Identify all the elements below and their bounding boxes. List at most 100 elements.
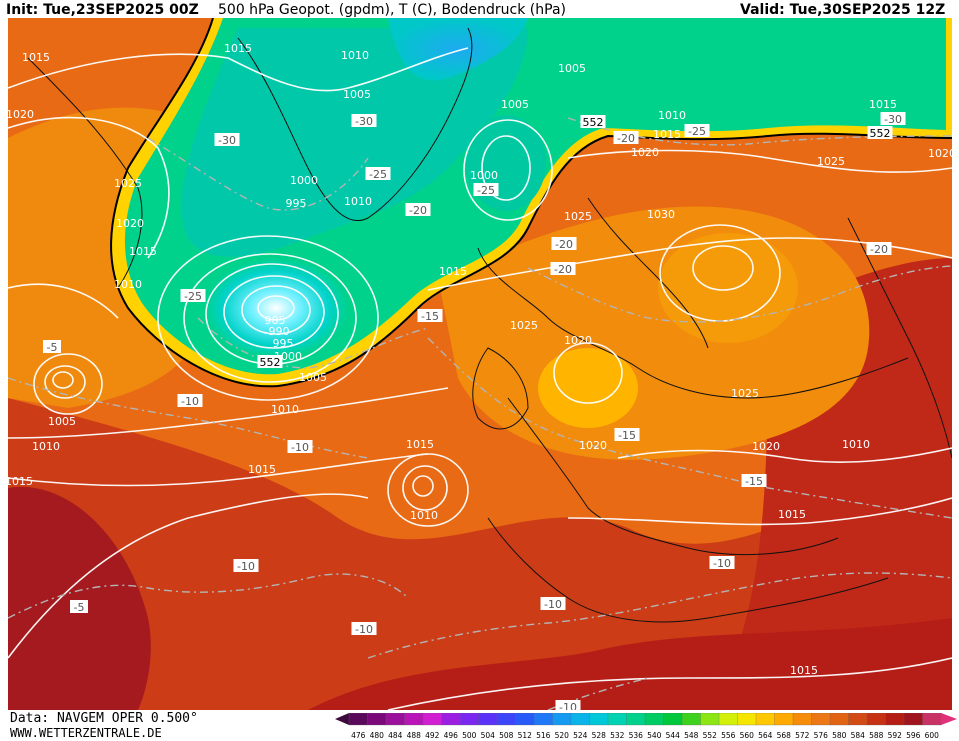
isobars-label: 1015	[439, 265, 467, 278]
temps-label: -30	[355, 115, 373, 128]
scale-swatch	[885, 713, 905, 726]
scale-swatch	[459, 713, 480, 726]
temps-label-bg	[540, 597, 566, 610]
temps-label-bg	[233, 559, 259, 572]
scale-tick-label: 492	[425, 731, 440, 740]
scale-left-arrow	[335, 713, 349, 725]
isobars-label: 1020	[8, 108, 34, 121]
geopot-label-bg	[580, 115, 606, 128]
temps-label-bg	[351, 114, 377, 127]
color-scale: 476 480 484 488 492 496 500 504 508 512 516 520 524 5…	[335, 713, 957, 740]
temps-label: -10	[291, 441, 309, 454]
temps-label: -30	[218, 134, 236, 147]
temps-label-bg	[70, 600, 88, 613]
isobars-label: 1000	[470, 169, 498, 182]
isobars-label: 1020	[631, 146, 659, 159]
coastlines	[27, 27, 952, 623]
temps-label-bg	[287, 440, 313, 453]
isobars-label: 1015	[406, 438, 434, 451]
valid-time-label: Valid: Tue,30SEP2025 12Z	[740, 2, 946, 18]
isobars-label: 1010	[344, 195, 372, 208]
temps-label: -25	[688, 125, 706, 138]
website-label: WWW.WETTERZENTRALE.DE	[10, 726, 162, 740]
temps-label: -5	[47, 341, 58, 354]
isobars-label: 1010	[842, 438, 870, 451]
scale-tick-label: 588	[869, 731, 884, 740]
isobars-label: 1010	[410, 509, 438, 522]
scale-swatch	[663, 713, 683, 726]
temps-label-bg	[43, 340, 61, 353]
temps-label-bg	[550, 262, 576, 275]
scale-swatch	[515, 713, 535, 726]
scale-tick-label: 488	[407, 731, 422, 740]
isobar-lines	[8, 47, 952, 710]
footer: Data: NAVGEM OPER 0.500° WWW.WETTERZENTR…	[0, 710, 959, 741]
scale-swatch	[866, 713, 887, 726]
scale-tick-label: 524	[573, 731, 588, 740]
isobar-labels: 1015 1015 1010 1005 1005 1005 1020 1025 1020 1015…	[8, 42, 952, 677]
scale-tick-label: 540	[647, 731, 662, 740]
temps-label: -25	[369, 168, 387, 181]
temps-label-bg	[709, 556, 735, 569]
scale-swatch	[644, 713, 665, 726]
isobars-label: 1030	[647, 208, 675, 221]
isobars-label: 1005	[558, 62, 586, 75]
temps-label: -20	[554, 263, 572, 276]
scale-swatch	[367, 713, 387, 726]
temps-label-bg	[866, 242, 892, 255]
isobars-label: 1010	[658, 109, 686, 122]
scale-swatch	[404, 713, 424, 726]
scale-tick-label: 596	[906, 731, 921, 740]
scale-tick-label: 576	[814, 731, 829, 740]
south-warm-field	[8, 398, 952, 710]
temps-label-bg	[417, 309, 443, 322]
temps-label: -25	[184, 290, 202, 303]
isobars-label: 1020	[928, 147, 952, 160]
scale-swatch	[681, 713, 702, 726]
scale-swatch	[903, 713, 924, 726]
isobars-label: 1010	[341, 49, 369, 62]
temperature-labels: -30 -30 -25 -25 -20 -25 -20 -25 -30 -20 -20 -20 -15 -…	[43, 112, 906, 710]
isobars-label: 1015	[224, 42, 252, 55]
scale-tick-label: 476	[351, 731, 366, 740]
geopot-label: 552	[583, 116, 604, 129]
data-source-label: Data: NAVGEM OPER 0.500°	[10, 711, 198, 726]
scale-tick-label: 560	[740, 731, 755, 740]
far-south-deep-field	[308, 618, 952, 710]
geopotential-labels: 552 552 552	[257, 115, 893, 369]
isobars-label: 990	[269, 325, 290, 338]
temps-label: -15	[618, 429, 636, 442]
isobars-label: 1020	[579, 439, 607, 452]
temps-label: -10	[181, 395, 199, 408]
scale-swatch	[348, 713, 369, 726]
temps-label: -15	[745, 475, 763, 488]
low-center-field	[204, 258, 348, 358]
temps-label: -10	[713, 557, 731, 570]
temps-label: -10	[355, 623, 373, 636]
isobars-label: 1020	[116, 217, 144, 230]
scale-tick-label: 552	[703, 731, 718, 740]
temps-label-bg	[741, 474, 767, 487]
temps-label: -25	[477, 184, 495, 197]
isobars-label: 1025	[510, 319, 538, 332]
temps-label-bg	[684, 124, 710, 137]
isobars-label: 1025	[564, 210, 592, 223]
isobars-label: 1010	[271, 403, 299, 416]
isobars-label: 1015	[129, 245, 157, 258]
temps-label: -10	[237, 560, 255, 573]
scale-tick-label: 536	[629, 731, 644, 740]
north-sea-high-field	[538, 348, 638, 428]
scale-tick-label: 572	[795, 731, 810, 740]
isobars-label: 1015	[790, 664, 818, 677]
scale-tick-label: 564	[758, 731, 773, 740]
temps-label-bg	[473, 183, 499, 196]
scale-swatch	[496, 713, 517, 726]
temps-label-bg	[880, 112, 906, 125]
isobars-label: 1000	[290, 174, 318, 187]
scale-tick-label: 584	[851, 731, 866, 740]
scale-swatch	[774, 713, 794, 726]
scale-swatch	[829, 713, 850, 726]
isobars-label: 1015	[248, 463, 276, 476]
scale-tick-label: 592	[888, 731, 903, 740]
scale-swatch	[755, 713, 776, 726]
